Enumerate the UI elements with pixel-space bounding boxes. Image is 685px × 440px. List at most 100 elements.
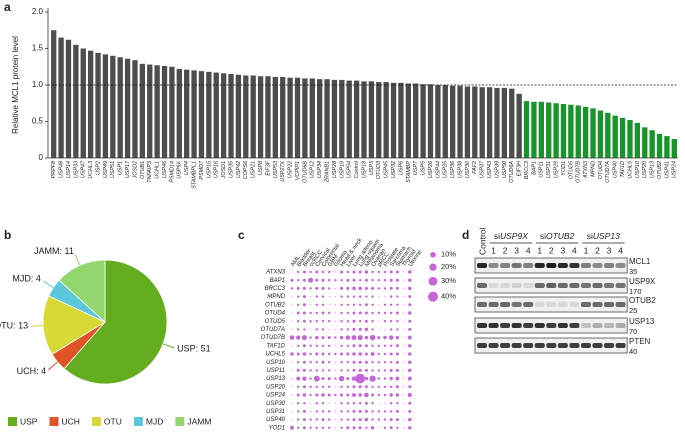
x-tick-label: USP30 — [465, 161, 471, 178]
group-label: siUSP13 — [587, 231, 620, 241]
dot — [346, 410, 350, 413]
bar — [671, 139, 677, 158]
dot — [395, 311, 399, 315]
dot — [364, 368, 368, 372]
x-tick-label: USP26 — [428, 161, 434, 178]
dot — [352, 360, 356, 364]
bar — [272, 76, 279, 158]
x-tick-label: MPND — [590, 161, 596, 177]
dot — [346, 401, 350, 405]
dot — [346, 352, 350, 356]
dot — [351, 335, 357, 341]
dot — [309, 311, 312, 315]
x-tick-label: OTUD7B — [576, 161, 582, 183]
row-label: USP31 — [266, 409, 285, 415]
dot — [408, 417, 412, 422]
band — [604, 343, 615, 348]
dot — [346, 328, 350, 331]
bar — [457, 85, 463, 158]
x-tick-label: USP50 — [502, 161, 508, 178]
slice-label: MJD: 4 — [12, 274, 41, 284]
band — [488, 343, 499, 348]
bar — [206, 71, 212, 158]
row-label: USP24 — [266, 393, 286, 399]
dot — [290, 425, 294, 430]
dot — [408, 409, 412, 413]
lane-label: 2 — [549, 245, 554, 255]
band — [500, 283, 511, 288]
x-tick-label: COPS6 — [243, 161, 249, 179]
dot — [378, 427, 380, 429]
row-label: TAF1D — [266, 343, 285, 349]
lane-label: 1 — [537, 245, 542, 255]
bar — [95, 52, 101, 158]
dot — [378, 320, 380, 322]
bar — [523, 101, 530, 158]
x-tick-label: USP33 — [73, 161, 79, 178]
dot — [377, 360, 381, 364]
dot — [334, 278, 337, 282]
dot — [327, 336, 331, 340]
dot — [309, 385, 312, 389]
bar — [161, 66, 168, 158]
dot — [357, 335, 363, 341]
bar — [509, 88, 515, 158]
dot — [334, 287, 336, 289]
dot — [389, 286, 393, 290]
dot — [408, 385, 412, 389]
x-tick-label: USP46 — [162, 161, 168, 178]
dot — [310, 402, 312, 404]
dot — [310, 328, 312, 330]
panel-letter: b — [4, 228, 11, 242]
dot — [364, 327, 369, 332]
x-tick-label: USP41 — [664, 161, 670, 178]
group-prefix: si — [587, 231, 593, 241]
legend-label: OTU — [104, 416, 122, 426]
dot — [327, 344, 331, 348]
bar — [65, 39, 72, 158]
legend-swatch — [8, 417, 17, 426]
bar — [575, 105, 581, 158]
dot — [340, 401, 343, 405]
dot — [309, 393, 312, 397]
x-tick-label: USP32 — [391, 161, 397, 178]
band — [580, 302, 591, 307]
dot — [334, 427, 336, 429]
dot — [315, 360, 319, 364]
dot — [321, 385, 325, 389]
band — [511, 323, 522, 328]
dot — [310, 304, 312, 306]
row-label: MPND — [267, 294, 285, 300]
dot — [383, 410, 387, 413]
bar — [612, 115, 618, 158]
dot — [364, 417, 369, 422]
dot — [364, 376, 369, 381]
x-tick-label: USP54 — [347, 161, 353, 178]
dot — [321, 344, 325, 348]
band — [511, 302, 522, 307]
x-tick-label: JOSD2 — [132, 161, 138, 179]
band — [523, 323, 534, 328]
marker-label: 40 — [629, 347, 637, 356]
dot — [403, 386, 405, 388]
dot — [296, 311, 300, 315]
dot — [371, 319, 374, 323]
leader-line — [43, 280, 54, 289]
dot — [371, 311, 374, 315]
bar — [124, 58, 131, 158]
dot — [346, 270, 350, 274]
x-tick-label: USP21 — [251, 161, 257, 178]
dot — [315, 270, 319, 274]
slice-label: UCH: 4 — [17, 366, 47, 376]
group-gene: OTUB2 — [546, 231, 575, 241]
dot — [321, 352, 325, 356]
dot — [302, 376, 307, 381]
bar — [280, 76, 286, 158]
group-gene: USP9X — [500, 231, 528, 241]
bar — [553, 103, 559, 158]
dot — [296, 278, 300, 282]
band — [534, 343, 545, 348]
dot — [302, 311, 306, 315]
dot — [340, 385, 343, 389]
dot — [364, 278, 368, 282]
